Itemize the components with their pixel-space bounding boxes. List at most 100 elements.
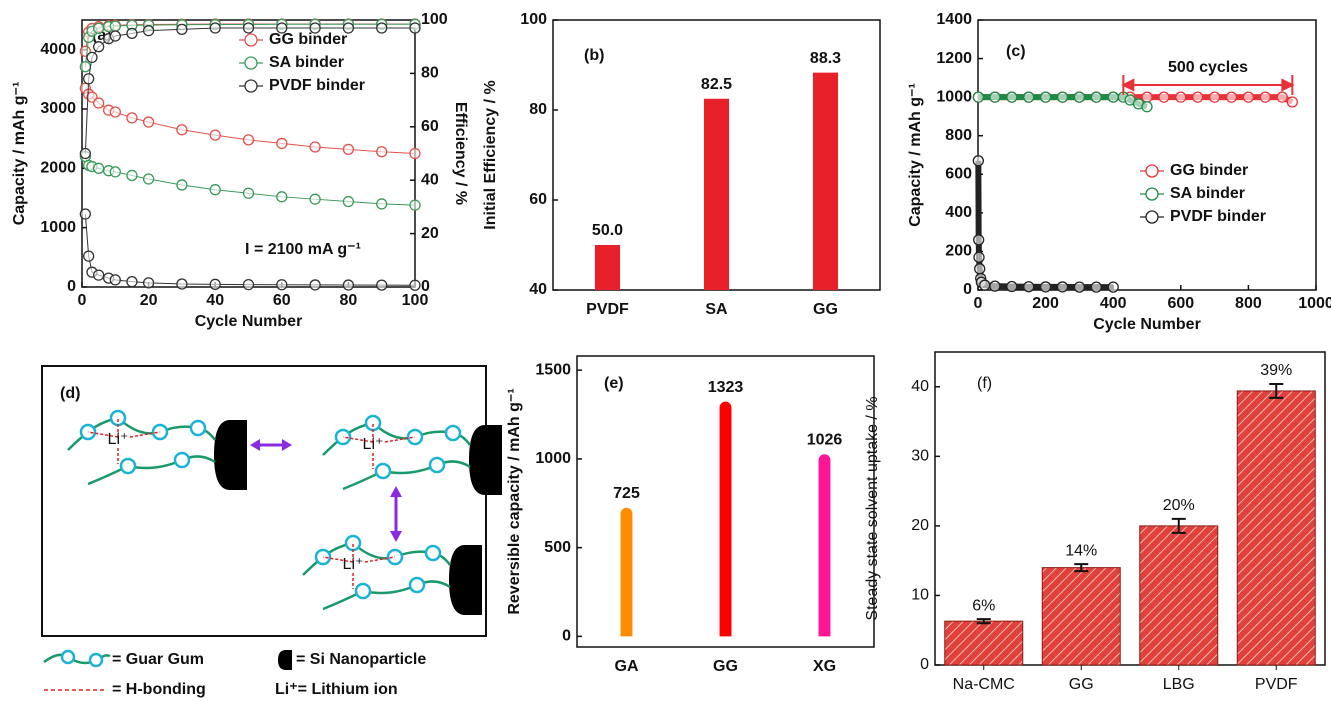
x-tick-label: GA — [615, 658, 639, 675]
y-tick-label: 500 — [544, 539, 571, 556]
y-tick-label: 30 — [911, 448, 929, 465]
data-point — [342, 279, 355, 291]
data-point — [142, 116, 155, 128]
molecule-group: Li⁺ — [322, 414, 502, 495]
glucose-unit — [374, 462, 392, 480]
y-tick-label: 1200 — [936, 50, 972, 67]
data-point — [126, 169, 138, 182]
x-tick-label: PVDF — [1255, 676, 1298, 693]
x-tick-label: 400 — [1100, 295, 1127, 312]
data-point — [1276, 91, 1288, 103]
data-point — [79, 61, 91, 73]
data-point — [176, 278, 188, 290]
si-nanoparticle — [469, 425, 502, 495]
data-point — [86, 51, 98, 64]
h-bond — [87, 431, 119, 438]
y-tick-label: 400 — [945, 204, 972, 221]
data-point — [979, 279, 991, 291]
data-point — [126, 27, 138, 39]
data-point — [242, 278, 255, 291]
legend-marker — [244, 79, 258, 93]
data-point — [83, 250, 95, 262]
data-point — [109, 106, 121, 118]
value-label: 82.5 — [701, 76, 732, 93]
panel-label: (c) — [1006, 43, 1026, 60]
data-point — [1056, 91, 1069, 103]
y-tick-label: 0 — [920, 656, 929, 673]
x-tick-label: 0 — [78, 292, 87, 309]
panel-label: (b) — [584, 47, 604, 64]
h-bond — [384, 436, 416, 443]
guar-chain — [322, 580, 451, 611]
molecule-group: Li⁺ — [67, 409, 247, 490]
glucose-unit — [408, 576, 426, 594]
data-point — [142, 277, 155, 289]
data-point — [1107, 91, 1119, 103]
legend-marker — [244, 56, 258, 70]
data-point — [209, 184, 221, 196]
data-point — [342, 195, 355, 208]
diagram: (d) Li⁺ Li⁺ Li⁺ = Guar Gum = Si Nanoparticle… — [41, 365, 502, 698]
data-point — [276, 279, 288, 291]
chart: 0 500 1000 1500 Reversible capacity / mAh g⁻… — [506, 355, 875, 675]
data-point — [109, 20, 121, 32]
y-tick-label: 1400 — [936, 11, 972, 28]
legend-text: GG binder — [269, 31, 347, 48]
x-tick-label: GG — [713, 658, 738, 675]
legend-text: = Si Nanoparticle — [296, 651, 426, 668]
y-tick-label: 1000 — [535, 450, 571, 467]
data-point — [1039, 91, 1052, 103]
legend-marker — [1145, 187, 1159, 201]
x-tick-label: LBG — [1163, 676, 1195, 693]
data-point — [972, 91, 984, 103]
data-point — [79, 147, 91, 160]
x-tick-label: 80 — [340, 292, 358, 309]
y2-tick-label: 40 — [421, 171, 439, 188]
y2-tick-label: 60 — [421, 118, 439, 135]
ion-label: Li⁺ — [343, 556, 364, 573]
x-tick-label: 200 — [1032, 295, 1059, 312]
data-point — [1208, 91, 1221, 103]
value-label: 14% — [1065, 542, 1097, 559]
bar — [620, 507, 633, 637]
value-label: 50.0 — [592, 222, 623, 239]
data-point — [409, 199, 421, 211]
plot-frame — [576, 355, 875, 648]
data-point — [1225, 91, 1238, 103]
data-point — [276, 22, 288, 34]
data-point — [176, 124, 188, 136]
y-axis-label: Initial Efficiency / % — [482, 80, 499, 229]
x-tick-label: XG — [813, 658, 836, 675]
legend-text: PVDF binder — [1170, 208, 1266, 225]
data-point — [142, 173, 155, 185]
data-point — [409, 147, 421, 160]
data-point — [93, 162, 105, 174]
data-point — [972, 155, 984, 167]
legend-text: SA binder — [1170, 185, 1245, 202]
data-point — [242, 187, 255, 199]
legend-marker — [1145, 164, 1159, 178]
data-point — [109, 274, 121, 286]
y2-tick-label: 100 — [421, 11, 448, 28]
x-axis-label: Cycle Number — [195, 313, 303, 330]
chart: 40 60 80 100 Initial Efficiency / % (b) 50.0 PV… — [482, 11, 881, 318]
si-nanoparticle — [449, 545, 482, 615]
y-tick-label: 600 — [945, 166, 972, 183]
series-line — [84, 27, 415, 154]
y-tick-label: 100 — [520, 11, 547, 28]
y-axis-label: Reversible capacity / mAh g⁻¹ — [506, 388, 523, 614]
error-bar — [1171, 517, 1186, 534]
x-tick-label: 40 — [206, 292, 224, 309]
data-point — [1286, 96, 1298, 108]
si-nanoparticle — [214, 420, 247, 490]
chart: 0 200 400 600 800 1000 1200 1400 0 200 400 600 800 10… — [907, 11, 1331, 333]
series-line — [975, 160, 1114, 291]
data-point — [276, 137, 288, 150]
data-point — [1006, 280, 1018, 293]
data-point — [1039, 281, 1052, 293]
h-bond — [129, 431, 161, 438]
legend-text: = Guar Gum — [112, 651, 204, 668]
data-point — [1090, 281, 1102, 293]
y-tick-label: 80 — [529, 101, 547, 118]
guar-chain — [342, 460, 471, 491]
